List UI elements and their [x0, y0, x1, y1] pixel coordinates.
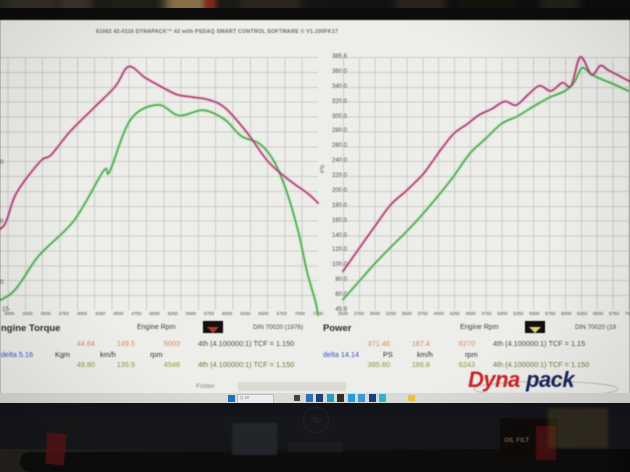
svg-text:Dyna: Dyna [468, 367, 520, 392]
svg-text:pack: pack [525, 367, 576, 392]
